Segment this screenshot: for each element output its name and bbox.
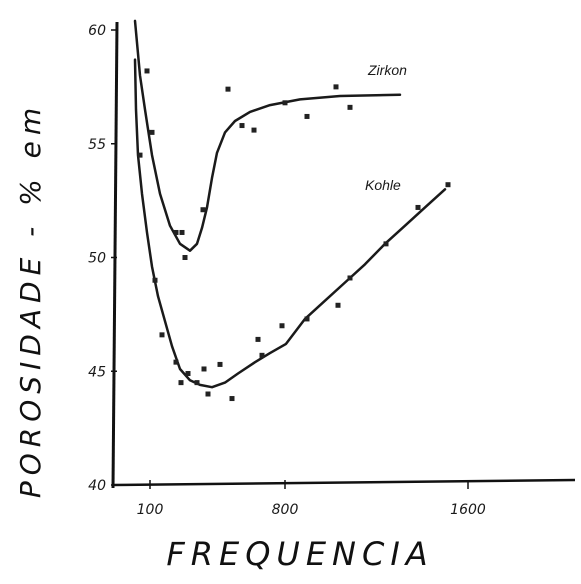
series-points xyxy=(137,68,451,402)
series-labels: Zirkon Kohle xyxy=(365,62,407,193)
y-tick-label: 60 xyxy=(88,23,106,39)
kohle-data-point xyxy=(383,241,389,247)
zirkon-data-point xyxy=(173,229,179,235)
zirkon-data-point xyxy=(282,100,288,106)
zirkon-curve xyxy=(133,19,402,252)
x-ticks: 100 800 1600 xyxy=(137,480,486,518)
kohle-data-point xyxy=(217,361,223,367)
kohle-data-point xyxy=(445,182,451,188)
x-tick-label: 1600 xyxy=(450,502,486,518)
zirkon-data-point xyxy=(200,207,206,213)
zirkon-data-point xyxy=(144,68,150,74)
zirkon-data-point xyxy=(333,84,339,90)
kohle-data-point xyxy=(185,371,191,377)
zirkon-data-point xyxy=(149,129,155,135)
x-axis-line xyxy=(112,478,576,487)
kohle-data-point xyxy=(152,277,158,283)
zirkon-data-point xyxy=(182,255,188,260)
kohle-data-point xyxy=(194,380,200,386)
kohle-data-point xyxy=(229,396,235,402)
x-axis-title: FREQUENCIA xyxy=(166,535,433,573)
series-curves xyxy=(133,19,447,389)
y-tick-label: 55 xyxy=(88,137,106,153)
x-tick-label: 800 xyxy=(272,502,299,518)
y-tick-label: 45 xyxy=(88,364,106,380)
zirkon-data-point xyxy=(347,104,353,110)
kohle-data-point xyxy=(415,204,421,210)
kohle-curve xyxy=(133,58,447,389)
axes xyxy=(111,21,576,489)
kohle-data-point xyxy=(205,391,211,397)
zirkon-data-point xyxy=(304,113,310,119)
y-axis-line xyxy=(111,21,119,489)
y-tick-label: 40 xyxy=(88,478,106,494)
kohle-data-point xyxy=(259,352,265,358)
kohle-data-point xyxy=(173,359,179,365)
zirkon-data-point xyxy=(251,127,257,133)
kohle-data-point xyxy=(279,323,285,329)
zirkon-data-point xyxy=(239,123,245,129)
y-ticks: 40 45 50 55 60 xyxy=(88,23,117,494)
zirkon-series-label: Zirkon xyxy=(367,62,407,78)
kohle-data-point xyxy=(137,152,143,158)
kohle-data-point xyxy=(347,275,353,281)
y-tick-label: 50 xyxy=(88,251,106,267)
kohle-data-point xyxy=(178,380,184,386)
kohle-data-point xyxy=(335,302,341,308)
kohle-data-point xyxy=(159,332,165,338)
x-tick-label: 100 xyxy=(137,502,164,518)
zirkon-data-point xyxy=(225,86,231,92)
kohle-data-point xyxy=(255,336,261,342)
zirkon-data-point xyxy=(179,229,185,235)
kohle-data-point xyxy=(201,366,207,372)
kohle-data-point xyxy=(304,316,310,322)
kohle-series-label: Kohle xyxy=(365,177,401,193)
y-axis-title: POROSIDADE - % em xyxy=(14,102,47,498)
